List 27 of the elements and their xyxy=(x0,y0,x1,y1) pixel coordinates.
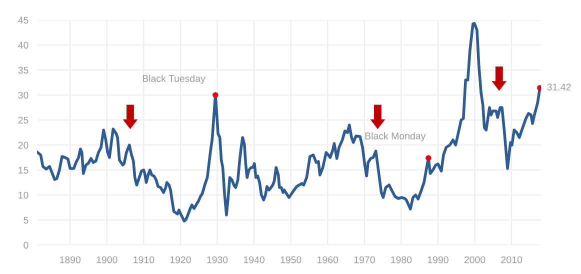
x-tick-label: 1970 xyxy=(354,256,375,264)
annotation: 31.42 xyxy=(547,84,571,91)
x-tick-label: 2000 xyxy=(464,256,486,264)
x-tick-label: 1980 xyxy=(391,256,412,264)
x-tick-label: 1930 xyxy=(207,256,228,264)
y-tick-label: 15 xyxy=(18,166,28,174)
y-tick-label: 30 xyxy=(18,92,28,99)
x-tick-label: 2010 xyxy=(501,256,522,264)
y-tick-label: 45 xyxy=(18,16,28,24)
y-tick-label: 0 xyxy=(24,242,28,249)
y-tick-label: 40 xyxy=(18,42,28,49)
x-tick-label: 1890 xyxy=(60,256,81,264)
x-tick-label: 1990 xyxy=(428,256,448,264)
x-tick-label: 1910 xyxy=(134,256,154,264)
y-tick-label: 35 xyxy=(18,66,28,74)
annotation: Black Monday xyxy=(365,132,426,142)
y-tick-label: 10 xyxy=(18,192,28,199)
x-tick-label: 1940 xyxy=(244,256,264,264)
y-tick-label: 25 xyxy=(18,116,28,124)
x-tick-label: 1920 xyxy=(170,256,191,264)
y-tick-label: 5 xyxy=(24,216,28,224)
y-tick-label: 20 xyxy=(18,142,28,149)
annotation: Black Tuesday xyxy=(142,74,206,84)
x-tick-label: 1900 xyxy=(96,256,118,264)
x-tick-label: 1950 xyxy=(280,256,302,264)
line-series xyxy=(37,22,541,222)
x-tick-label: 1960 xyxy=(318,256,338,264)
